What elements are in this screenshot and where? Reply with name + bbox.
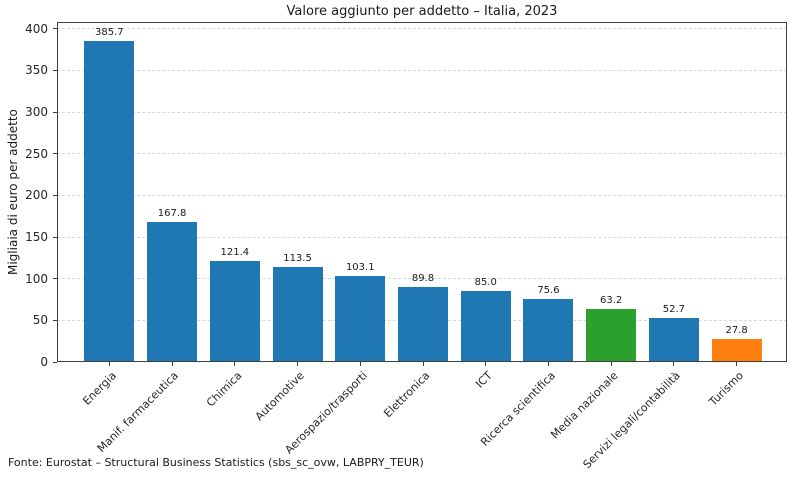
y-tick-label: 50 xyxy=(32,313,48,328)
bar-value-label: 385.7 xyxy=(95,26,124,38)
y-tick-label: 200 xyxy=(25,188,48,203)
bar xyxy=(398,287,448,362)
y-tick-label: 0 xyxy=(40,355,48,369)
bar xyxy=(335,276,386,362)
gridline xyxy=(57,153,787,155)
gridline xyxy=(57,236,787,238)
y-axis: 0 50 100 150 200 250 300 350 400 xyxy=(0,21,57,369)
x-tick-label-text: Chimica xyxy=(203,369,245,410)
bar-value-label: 63.2 xyxy=(600,295,623,307)
bar-value-label: 113.5 xyxy=(283,253,312,265)
x-tick-label-text: ICT xyxy=(473,369,495,391)
x-tick xyxy=(610,362,612,366)
gridline xyxy=(57,28,787,30)
chart-title: Valore aggiunto per addetto – Italia, 20… xyxy=(286,4,558,19)
y-tick xyxy=(53,236,57,238)
x-tick xyxy=(234,362,236,366)
x-tick xyxy=(736,362,738,366)
bar-value-label: 121.4 xyxy=(220,246,250,258)
bar-value-label: 75.6 xyxy=(537,285,560,296)
bar xyxy=(586,309,637,362)
bar xyxy=(84,40,135,362)
y-tick xyxy=(53,28,57,30)
y-tick xyxy=(53,111,57,113)
x-tick xyxy=(485,362,487,366)
bar-value-label: 89.8 xyxy=(411,273,435,285)
x-tick-label-text: Media nazionale xyxy=(547,369,621,442)
y-tick-label: 250 xyxy=(25,146,48,161)
gridline xyxy=(57,111,787,113)
x-tick xyxy=(422,362,424,366)
x-tick-label-text: Turismo xyxy=(706,369,746,409)
bar xyxy=(523,299,574,362)
x-tick xyxy=(108,362,110,366)
x-tick xyxy=(359,362,361,366)
gridline xyxy=(57,69,787,71)
y-tick xyxy=(53,194,57,196)
plot-area: 385.7 167.8 121.4 113.5 103.1 89.8 85.0 75.6 63.… xyxy=(57,22,787,362)
x-tick xyxy=(547,362,549,366)
gridline xyxy=(57,278,787,280)
gridline xyxy=(57,194,787,196)
x-tick-label-text: Automotive xyxy=(252,369,307,424)
y-tick-label: 100 xyxy=(25,271,48,286)
x-tick xyxy=(673,362,675,366)
bar xyxy=(648,318,699,362)
bar xyxy=(460,291,511,362)
y-tick-label: 400 xyxy=(25,21,48,36)
bar-value-label: 85.0 xyxy=(474,277,497,289)
bar-value-label: 103.1 xyxy=(345,262,375,274)
x-tick xyxy=(171,362,173,366)
y-tick xyxy=(53,319,57,321)
bar xyxy=(711,338,762,362)
source-note: Fonte: Eurostat – Structural Business St… xyxy=(8,456,424,469)
x-axis: Energia Manif. farmaceutica Chimica Automot… xyxy=(57,362,787,484)
bar xyxy=(147,222,198,362)
bar-value-label: 52.7 xyxy=(662,304,686,316)
bar-value-label: 167.8 xyxy=(157,208,187,220)
y-tick xyxy=(53,69,57,71)
y-tick-label: 350 xyxy=(25,63,48,78)
bar xyxy=(209,260,260,362)
x-tick xyxy=(297,362,299,366)
bar-layer: 385.7 167.8 121.4 113.5 103.1 89.8 85.0 75.6 63.… xyxy=(57,22,787,362)
bar xyxy=(272,267,323,362)
bar-value-label: 27.8 xyxy=(725,324,748,336)
y-tick-label: 150 xyxy=(25,230,48,244)
x-tick-label-text: Elettronica xyxy=(381,369,433,421)
y-tick xyxy=(53,153,57,155)
y-tick xyxy=(53,361,57,363)
x-tick-label-text: Energia xyxy=(79,369,119,408)
y-tick xyxy=(53,278,57,280)
y-tick-label: 300 xyxy=(25,105,48,119)
